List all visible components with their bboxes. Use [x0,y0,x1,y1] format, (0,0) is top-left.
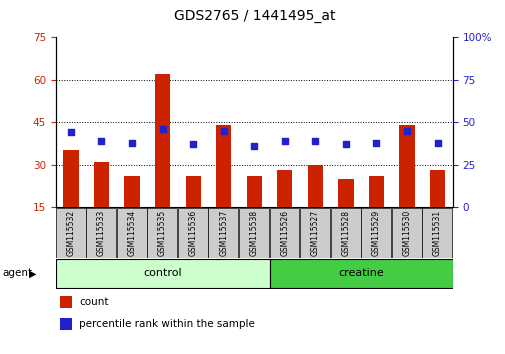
Bar [391,208,421,258]
Bar [86,208,116,258]
Point [67,130,75,135]
Point [158,126,166,132]
Bar [338,179,353,207]
Bar [216,125,231,207]
Text: ▶: ▶ [29,268,37,279]
Bar [147,208,177,258]
Text: GSM115537: GSM115537 [219,210,228,256]
Bar [155,74,170,207]
Bar [60,296,71,308]
Text: GSM115534: GSM115534 [127,210,136,256]
Bar [208,208,238,258]
Bar [269,259,452,288]
Point [249,143,258,149]
Text: GSM115529: GSM115529 [371,210,380,256]
Bar [93,162,109,207]
Bar [422,208,451,258]
Point [372,140,380,145]
Text: GSM115530: GSM115530 [402,210,411,256]
Bar [60,319,71,330]
Text: GSM115528: GSM115528 [341,210,350,256]
Bar [269,208,299,258]
Text: GSM115531: GSM115531 [432,210,441,256]
Point [97,138,106,144]
Bar [124,176,139,207]
Point [189,141,197,147]
Text: percentile rank within the sample: percentile rank within the sample [79,319,255,330]
Text: GSM115533: GSM115533 [97,210,106,256]
Point [128,140,136,145]
Text: GSM115532: GSM115532 [66,210,75,256]
Text: GSM115526: GSM115526 [280,210,289,256]
Text: control: control [143,268,182,279]
Text: creatine: creatine [338,268,383,279]
Bar [361,208,390,258]
Bar [117,208,146,258]
Bar [307,165,322,207]
Bar [246,176,262,207]
Text: GSM115536: GSM115536 [188,210,197,256]
Bar [178,208,208,258]
Bar [277,170,292,207]
Point [402,128,410,133]
Bar [368,176,383,207]
Bar [63,150,78,207]
Bar [238,208,268,258]
Point [311,138,319,144]
Text: count: count [79,297,109,307]
Text: GSM115527: GSM115527 [310,210,319,256]
Bar [56,208,85,258]
Bar [429,170,444,207]
Bar [398,125,414,207]
Point [433,140,441,145]
Bar [185,176,200,207]
Bar [56,259,269,288]
Text: GSM115535: GSM115535 [158,210,167,256]
Point [219,128,227,133]
Bar [330,208,360,258]
Point [341,141,349,147]
Bar [299,208,329,258]
Point [280,138,288,144]
Text: agent: agent [3,268,33,279]
Text: GDS2765 / 1441495_at: GDS2765 / 1441495_at [173,9,334,23]
Text: GSM115538: GSM115538 [249,210,258,256]
